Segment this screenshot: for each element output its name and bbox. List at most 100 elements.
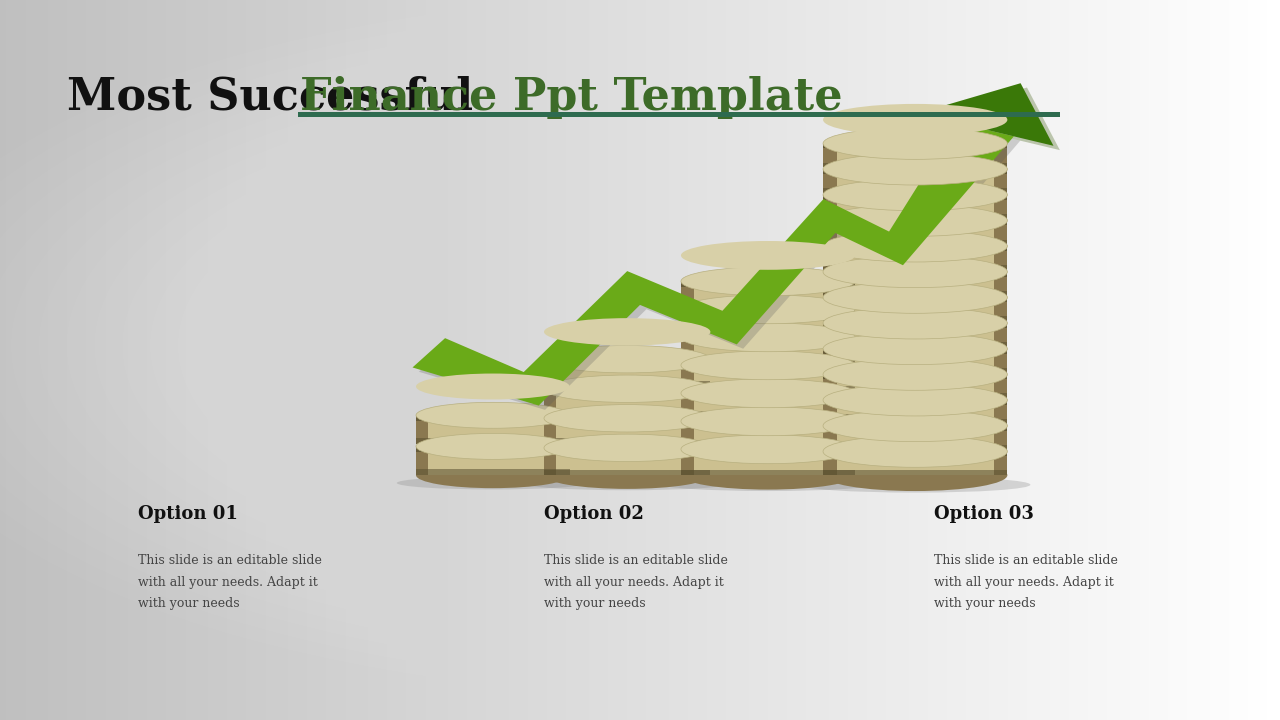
Bar xyxy=(509,0,512,720)
Bar xyxy=(694,393,842,419)
Bar xyxy=(681,0,685,720)
Bar xyxy=(681,449,694,475)
Bar xyxy=(484,0,486,720)
Bar xyxy=(774,0,777,720)
Bar xyxy=(352,0,356,720)
Ellipse shape xyxy=(416,433,570,459)
Bar xyxy=(860,0,864,720)
Bar xyxy=(269,0,273,720)
Bar xyxy=(369,0,371,720)
Bar xyxy=(681,330,855,336)
Bar xyxy=(993,426,1007,449)
Bar xyxy=(849,0,851,720)
Bar xyxy=(837,451,993,475)
Bar xyxy=(993,246,1007,270)
Bar xyxy=(823,272,1007,276)
Bar xyxy=(900,0,902,720)
Polygon shape xyxy=(412,123,1014,405)
Bar xyxy=(823,374,837,398)
Bar xyxy=(28,0,32,720)
Bar xyxy=(1244,0,1248,720)
Bar xyxy=(714,0,717,720)
Bar xyxy=(1139,0,1143,720)
Ellipse shape xyxy=(823,179,1007,211)
Bar xyxy=(1197,0,1201,720)
Bar xyxy=(993,323,1007,347)
Ellipse shape xyxy=(681,379,855,408)
Bar xyxy=(512,0,516,720)
Bar xyxy=(681,358,855,363)
Polygon shape xyxy=(918,84,1053,145)
Bar xyxy=(681,442,855,447)
Bar xyxy=(681,302,855,307)
Bar xyxy=(474,0,477,720)
Bar xyxy=(1248,0,1251,720)
Ellipse shape xyxy=(681,267,855,296)
Bar xyxy=(637,0,640,720)
Bar xyxy=(988,0,992,720)
Bar xyxy=(823,220,837,244)
Bar xyxy=(681,421,694,447)
Bar xyxy=(694,365,842,391)
Bar xyxy=(681,337,694,363)
Bar xyxy=(1120,0,1124,720)
Bar xyxy=(915,0,918,720)
Bar xyxy=(343,0,346,720)
Bar xyxy=(166,0,170,720)
Bar xyxy=(179,0,183,720)
Bar xyxy=(794,0,796,720)
Bar xyxy=(745,0,749,720)
Bar xyxy=(445,0,448,720)
Bar xyxy=(1079,0,1082,720)
Ellipse shape xyxy=(681,435,855,464)
Bar xyxy=(983,0,986,720)
Bar xyxy=(842,393,855,419)
Bar xyxy=(333,0,335,720)
Bar xyxy=(823,470,1007,475)
Bar xyxy=(246,0,250,720)
Bar xyxy=(412,0,416,720)
Bar xyxy=(736,0,740,720)
Bar xyxy=(823,169,837,193)
Bar xyxy=(544,381,710,387)
Ellipse shape xyxy=(823,359,1007,390)
Bar xyxy=(973,0,975,720)
Bar xyxy=(896,0,899,720)
Bar xyxy=(544,359,557,387)
Bar xyxy=(823,348,837,372)
Bar xyxy=(823,342,1007,347)
Bar xyxy=(151,0,154,720)
Bar xyxy=(544,448,557,475)
Bar xyxy=(934,0,937,720)
Bar xyxy=(544,418,710,424)
Bar xyxy=(681,449,855,454)
Bar xyxy=(416,469,570,475)
Bar xyxy=(106,0,109,720)
Bar xyxy=(348,0,352,720)
Bar xyxy=(102,0,106,720)
Bar xyxy=(157,0,160,720)
Bar xyxy=(698,418,710,446)
Bar xyxy=(467,0,471,720)
Bar xyxy=(823,393,1007,398)
Bar xyxy=(1190,0,1193,720)
Bar xyxy=(608,0,612,720)
Bar xyxy=(1193,0,1197,720)
Bar xyxy=(131,0,134,720)
Bar xyxy=(681,470,855,475)
Bar xyxy=(525,0,529,720)
Bar xyxy=(823,143,1007,148)
Bar xyxy=(317,0,320,720)
Bar xyxy=(361,0,365,720)
Bar xyxy=(561,0,563,720)
Bar xyxy=(307,0,310,720)
Bar xyxy=(657,0,659,720)
Bar xyxy=(15,0,19,720)
Bar xyxy=(970,0,973,720)
Bar xyxy=(228,0,230,720)
Bar xyxy=(823,419,1007,424)
Bar xyxy=(823,297,837,321)
Bar xyxy=(1126,0,1129,720)
Ellipse shape xyxy=(823,459,1007,491)
Bar xyxy=(837,220,993,244)
